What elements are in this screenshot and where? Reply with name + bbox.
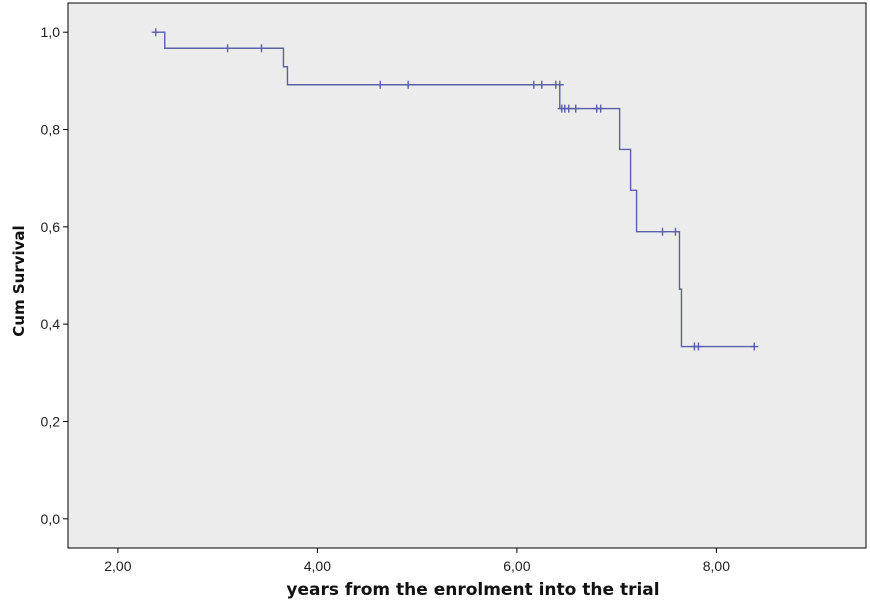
censor-mark (658, 227, 667, 236)
censor-mark (564, 104, 573, 113)
plot-area (67, 2, 867, 549)
x-axis-title: years from the enrolment into the trial (286, 580, 659, 600)
y-tick-label: 0,2 (41, 413, 61, 429)
censor-mark (671, 227, 680, 236)
censor-mark (223, 44, 232, 53)
censor-mark (257, 44, 266, 53)
x-tick-label: 8,00 (703, 558, 730, 574)
censor-mark (571, 104, 580, 113)
axes: 0,0 0,2 0,4 0,6 0,8 1,0 2,00 4,00 6,00 8,00 (41, 24, 731, 574)
series-layer (151, 28, 759, 351)
y-axis-title: Cum Survival (10, 225, 28, 336)
censor-mark (529, 80, 538, 89)
censor-mark (694, 342, 703, 351)
censor-mark (596, 104, 605, 113)
censor-mark (537, 80, 546, 89)
censor-mark (404, 80, 413, 89)
y-tick-label: 0,6 (41, 219, 61, 235)
censor-mark (555, 80, 564, 89)
censor-mark (750, 342, 759, 351)
y-tick-label: 0,4 (41, 316, 61, 332)
censor-mark (376, 80, 385, 89)
x-tick-label: 4,00 (304, 558, 331, 574)
y-tick-label: 0,8 (41, 122, 61, 138)
x-tick-label: 2,00 (104, 558, 131, 574)
censor-mark (151, 28, 160, 37)
y-tick-label: 0,0 (41, 511, 61, 527)
x-tick-label: 6,00 (503, 558, 530, 574)
survival-curve (152, 31, 755, 348)
y-tick-label: 1,0 (41, 24, 61, 40)
